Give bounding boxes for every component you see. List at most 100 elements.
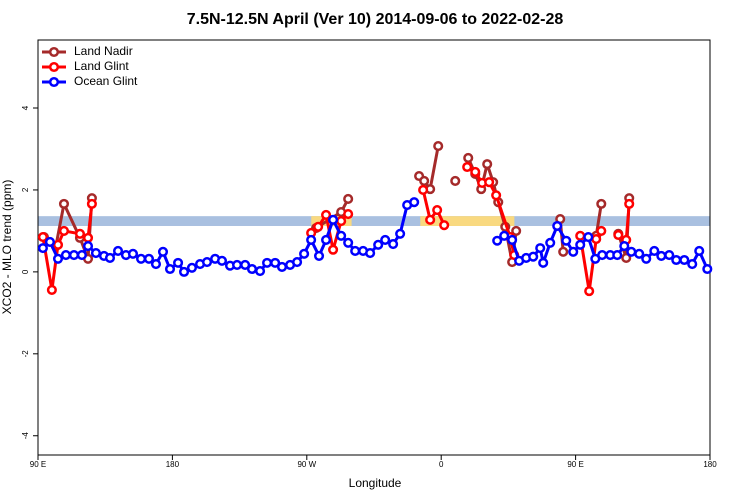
data-point <box>425 214 436 225</box>
y-tick-label: 4 <box>21 105 30 110</box>
data-point <box>201 256 213 268</box>
data-point <box>350 245 361 257</box>
legend-label: Land Nadir <box>74 44 133 58</box>
data-point <box>343 193 354 205</box>
data-point <box>68 250 80 261</box>
data-point <box>240 259 251 270</box>
data-point <box>321 209 332 220</box>
data-point <box>583 232 594 243</box>
data-point <box>612 250 623 261</box>
legend-marker <box>48 46 60 58</box>
data-point <box>613 229 624 241</box>
data-point <box>328 214 339 225</box>
data-point <box>624 198 635 209</box>
data-point <box>246 263 258 275</box>
y-tick-label: -4 <box>21 432 30 440</box>
data-point <box>104 252 116 263</box>
data-point <box>262 257 273 268</box>
x-tick-label: 90 E <box>567 460 583 469</box>
data-point <box>373 239 384 250</box>
data-point <box>178 266 190 277</box>
data-point <box>37 232 48 243</box>
data-point <box>292 256 303 268</box>
data-point <box>388 238 399 250</box>
data-point <box>58 198 70 209</box>
x-tick-label: 180 <box>703 460 717 469</box>
data-point <box>143 253 155 264</box>
data-point <box>164 263 176 275</box>
data-point <box>482 159 493 170</box>
legend-label: Land Glint <box>74 59 129 73</box>
data-point <box>484 177 495 188</box>
data-point <box>626 246 637 257</box>
data-point <box>641 253 652 264</box>
y-tick-label: 2 <box>21 187 30 192</box>
data-point <box>112 245 124 257</box>
data-point <box>511 225 522 236</box>
y-tick-label: 0 <box>21 269 30 274</box>
data-point <box>621 252 632 263</box>
legend-marker <box>48 76 60 88</box>
data-point <box>507 234 518 245</box>
data-point <box>433 141 444 152</box>
data-point <box>596 225 607 236</box>
data-point <box>535 243 546 254</box>
data-point <box>619 241 630 252</box>
data-point <box>561 235 572 246</box>
data-point <box>150 259 162 270</box>
data-point <box>649 245 660 257</box>
legend-label: Ocean Glint <box>74 74 138 88</box>
data-point <box>336 216 347 227</box>
data-point <box>313 250 325 261</box>
x-tick-label: 90 E <box>30 460 46 469</box>
data-point <box>86 198 97 209</box>
data-point <box>270 257 281 268</box>
chart-title: 7.5N-12.5N April (Ver 10) 2014-09-06 to … <box>187 11 564 28</box>
legend-marker <box>48 61 60 73</box>
y-axis-label: XCO2 - MLO trend (ppm) <box>0 180 14 315</box>
data-point <box>450 175 461 186</box>
data-point <box>380 234 391 245</box>
data-point <box>46 284 57 295</box>
data-point <box>679 254 690 266</box>
highlight-range <box>420 216 515 226</box>
data-point <box>694 245 705 257</box>
data-point <box>597 250 608 261</box>
data-point <box>545 237 556 248</box>
data-point <box>328 244 339 255</box>
data-point <box>343 209 354 220</box>
data-point <box>186 262 198 273</box>
data-point <box>584 286 595 297</box>
data-point <box>82 232 94 243</box>
data-point <box>336 230 347 241</box>
data-point <box>76 250 87 261</box>
data-point <box>60 250 71 261</box>
data-point <box>491 190 502 201</box>
data-point <box>634 248 645 259</box>
data-point <box>343 237 354 248</box>
data-point <box>127 248 139 259</box>
x-tick-label: 180 <box>166 460 180 469</box>
data-point <box>52 239 64 250</box>
data-point <box>173 257 184 268</box>
data-point <box>82 241 94 252</box>
data-point <box>664 250 675 261</box>
data-point <box>463 152 474 164</box>
data-point <box>656 250 667 261</box>
data-point <box>591 234 602 245</box>
data-point <box>321 234 332 245</box>
data-point <box>538 257 549 268</box>
data-point <box>216 255 228 266</box>
data-point <box>306 234 317 245</box>
data-point <box>419 175 430 186</box>
data-point <box>58 225 70 236</box>
data-point <box>439 220 450 231</box>
data-point <box>552 220 563 232</box>
data-point <box>74 228 86 239</box>
data-point <box>558 246 569 257</box>
data-point <box>157 246 169 257</box>
data-point <box>499 230 510 241</box>
data-point <box>702 263 713 275</box>
data-point <box>462 161 473 173</box>
